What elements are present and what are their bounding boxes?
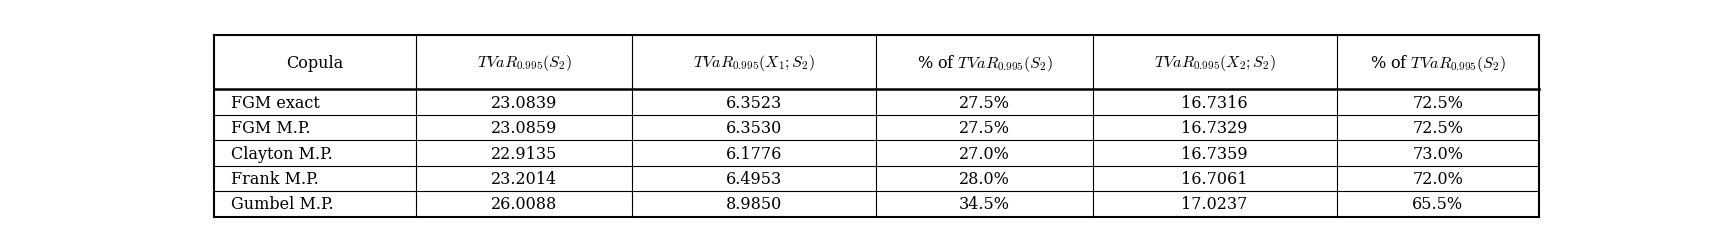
- Text: $TVaR_{0.995}(X_2; S_2)$: $TVaR_{0.995}(X_2; S_2)$: [1154, 53, 1276, 73]
- Text: 8.9850: 8.9850: [727, 196, 783, 212]
- Text: % of $TVaR_{0.995}(S_2)$: % of $TVaR_{0.995}(S_2)$: [1370, 52, 1507, 74]
- Text: Frank M.P.: Frank M.P.: [231, 170, 318, 187]
- Text: 27.5%: 27.5%: [959, 120, 1011, 136]
- Text: 65.5%: 65.5%: [1412, 196, 1464, 212]
- Text: Gumbel M.P.: Gumbel M.P.: [231, 196, 333, 212]
- Text: 16.7316: 16.7316: [1182, 94, 1248, 111]
- Text: 22.9135: 22.9135: [491, 145, 557, 162]
- Text: 27.5%: 27.5%: [959, 94, 1011, 111]
- Text: 16.7359: 16.7359: [1182, 145, 1248, 162]
- Text: % of $TVaR_{0.995}(S_2)$: % of $TVaR_{0.995}(S_2)$: [917, 52, 1052, 74]
- Text: 73.0%: 73.0%: [1412, 145, 1464, 162]
- Text: 34.5%: 34.5%: [959, 196, 1011, 212]
- Text: 27.0%: 27.0%: [959, 145, 1011, 162]
- Text: 6.3530: 6.3530: [727, 120, 783, 136]
- Text: 72.5%: 72.5%: [1412, 120, 1464, 136]
- Text: 28.0%: 28.0%: [959, 170, 1011, 187]
- Text: Clayton M.P.: Clayton M.P.: [231, 145, 333, 162]
- Text: 23.0839: 23.0839: [491, 94, 557, 111]
- Text: 26.0088: 26.0088: [491, 196, 557, 212]
- Text: 72.5%: 72.5%: [1412, 94, 1464, 111]
- Text: 23.2014: 23.2014: [491, 170, 557, 187]
- Text: Copula: Copula: [286, 54, 344, 72]
- Text: 23.0859: 23.0859: [491, 120, 557, 136]
- Text: 6.1776: 6.1776: [727, 145, 783, 162]
- Text: 16.7061: 16.7061: [1182, 170, 1248, 187]
- Text: 72.0%: 72.0%: [1412, 170, 1464, 187]
- Text: $TVaR_{0.995}(X_1; S_2)$: $TVaR_{0.995}(X_1; S_2)$: [693, 53, 816, 73]
- Text: $TVaR_{0.995}(S_2)$: $TVaR_{0.995}(S_2)$: [477, 53, 571, 73]
- Text: FGM exact: FGM exact: [231, 94, 320, 111]
- Text: FGM M.P.: FGM M.P.: [231, 120, 311, 136]
- Text: 6.4953: 6.4953: [727, 170, 783, 187]
- Text: 6.3523: 6.3523: [727, 94, 783, 111]
- Text: 16.7329: 16.7329: [1182, 120, 1248, 136]
- Text: 17.0237: 17.0237: [1182, 196, 1248, 212]
